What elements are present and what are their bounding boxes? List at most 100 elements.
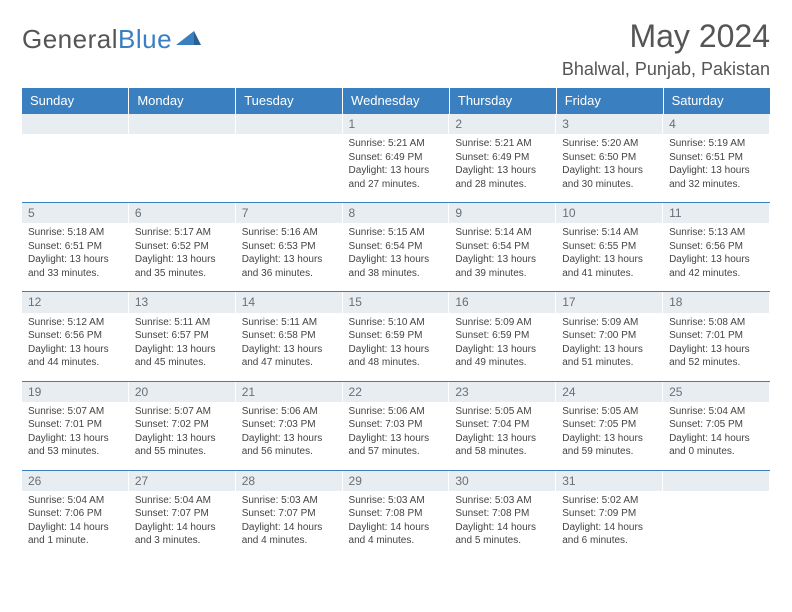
daylight-text: Daylight: 13 hours and 58 minutes. xyxy=(455,432,550,459)
calendar-cell: 22Sunrise: 5:06 AMSunset: 7:03 PMDayligh… xyxy=(343,381,450,470)
calendar-cell: 21Sunrise: 5:06 AMSunset: 7:03 PMDayligh… xyxy=(236,381,343,470)
day-number: 13 xyxy=(129,292,236,312)
day-number: 20 xyxy=(129,382,236,402)
day-body: Sunrise: 5:09 AMSunset: 7:00 PMDaylight:… xyxy=(556,313,663,381)
daylight-text: Daylight: 13 hours and 52 minutes. xyxy=(669,343,764,370)
sunset-text: Sunset: 6:57 PM xyxy=(135,329,230,343)
daylight-text: Daylight: 14 hours and 6 minutes. xyxy=(562,521,657,548)
day-number xyxy=(236,114,343,134)
day-body: Sunrise: 5:05 AMSunset: 7:05 PMDaylight:… xyxy=(556,402,663,470)
day-body: Sunrise: 5:18 AMSunset: 6:51 PMDaylight:… xyxy=(22,223,129,291)
calendar-cell: 10Sunrise: 5:14 AMSunset: 6:55 PMDayligh… xyxy=(556,203,663,292)
calendar-cell: 6Sunrise: 5:17 AMSunset: 6:52 PMDaylight… xyxy=(129,203,236,292)
sunset-text: Sunset: 6:51 PM xyxy=(669,151,764,165)
day-number: 9 xyxy=(449,203,556,223)
daylight-text: Daylight: 13 hours and 35 minutes. xyxy=(135,253,230,280)
calendar-cell: 14Sunrise: 5:11 AMSunset: 6:58 PMDayligh… xyxy=(236,292,343,381)
day-number: 23 xyxy=(449,382,556,402)
sunset-text: Sunset: 7:04 PM xyxy=(455,418,550,432)
weekday-friday: Friday xyxy=(556,88,663,114)
calendar-cell: 16Sunrise: 5:09 AMSunset: 6:59 PMDayligh… xyxy=(449,292,556,381)
day-body: Sunrise: 5:04 AMSunset: 7:05 PMDaylight:… xyxy=(663,402,770,470)
calendar-cell: 23Sunrise: 5:05 AMSunset: 7:04 PMDayligh… xyxy=(449,381,556,470)
daylight-text: Daylight: 13 hours and 32 minutes. xyxy=(669,164,764,191)
daylight-text: Daylight: 14 hours and 3 minutes. xyxy=(135,521,230,548)
daylight-text: Daylight: 14 hours and 4 minutes. xyxy=(242,521,337,548)
sunrise-text: Sunrise: 5:20 AM xyxy=(562,137,657,151)
sunset-text: Sunset: 6:56 PM xyxy=(28,329,123,343)
day-number: 29 xyxy=(343,471,450,491)
calendar-cell xyxy=(22,114,129,203)
sunrise-text: Sunrise: 5:11 AM xyxy=(242,316,337,330)
calendar-cell xyxy=(129,114,236,203)
calendar-cell: 13Sunrise: 5:11 AMSunset: 6:57 PMDayligh… xyxy=(129,292,236,381)
sunset-text: Sunset: 6:51 PM xyxy=(28,240,123,254)
sunset-text: Sunset: 7:02 PM xyxy=(135,418,230,432)
calendar-cell: 8Sunrise: 5:15 AMSunset: 6:54 PMDaylight… xyxy=(343,203,450,292)
day-number: 21 xyxy=(236,382,343,402)
day-body xyxy=(236,134,343,202)
day-number xyxy=(22,114,129,134)
day-body: Sunrise: 5:03 AMSunset: 7:08 PMDaylight:… xyxy=(449,491,556,559)
sunrise-text: Sunrise: 5:14 AM xyxy=(562,226,657,240)
daylight-text: Daylight: 13 hours and 48 minutes. xyxy=(349,343,444,370)
day-body: Sunrise: 5:06 AMSunset: 7:03 PMDaylight:… xyxy=(236,402,343,470)
sunset-text: Sunset: 7:08 PM xyxy=(455,507,550,521)
day-body: Sunrise: 5:21 AMSunset: 6:49 PMDaylight:… xyxy=(343,134,450,202)
sunset-text: Sunset: 6:54 PM xyxy=(349,240,444,254)
sunrise-text: Sunrise: 5:21 AM xyxy=(349,137,444,151)
calendar-cell: 20Sunrise: 5:07 AMSunset: 7:02 PMDayligh… xyxy=(129,381,236,470)
day-number: 22 xyxy=(343,382,450,402)
sunrise-text: Sunrise: 5:04 AM xyxy=(28,494,123,508)
sunset-text: Sunset: 7:07 PM xyxy=(135,507,230,521)
sunset-text: Sunset: 7:07 PM xyxy=(242,507,337,521)
calendar-cell: 4 Sunrise: 5:19 AMSunset: 6:51 PMDaylight… xyxy=(663,114,770,203)
day-number: 10 xyxy=(556,203,663,223)
sunset-text: Sunset: 7:03 PM xyxy=(349,418,444,432)
day-body: Sunrise: 5:16 AMSunset: 6:53 PMDaylight:… xyxy=(236,223,343,291)
sunrise-text: Sunrise: 5:08 AM xyxy=(669,316,764,330)
sunset-text: Sunset: 6:53 PM xyxy=(242,240,337,254)
daylight-text: Daylight: 13 hours and 49 minutes. xyxy=(455,343,550,370)
week-row: 19Sunrise: 5:07 AMSunset: 7:01 PMDayligh… xyxy=(22,381,770,470)
sunset-text: Sunset: 7:06 PM xyxy=(28,507,123,521)
daylight-text: Daylight: 13 hours and 39 minutes. xyxy=(455,253,550,280)
sunrise-text: Sunrise: 5:19 AM xyxy=(669,137,764,151)
calendar-cell: 17Sunrise: 5:09 AMSunset: 7:00 PMDayligh… xyxy=(556,292,663,381)
day-number: 27 xyxy=(129,471,236,491)
day-number: 4 xyxy=(663,114,770,134)
day-number: 28 xyxy=(236,471,343,491)
sunrise-text: Sunrise: 5:03 AM xyxy=(242,494,337,508)
weekday-thursday: Thursday xyxy=(449,88,556,114)
sunset-text: Sunset: 7:01 PM xyxy=(669,329,764,343)
sunrise-text: Sunrise: 5:05 AM xyxy=(562,405,657,419)
day-body: Sunrise: 5:07 AMSunset: 7:02 PMDaylight:… xyxy=(129,402,236,470)
sunrise-text: Sunrise: 5:15 AM xyxy=(349,226,444,240)
daylight-text: Daylight: 13 hours and 42 minutes. xyxy=(669,253,764,280)
calendar-cell: 3Sunrise: 5:20 AMSunset: 6:50 PMDaylight… xyxy=(556,114,663,203)
sunset-text: Sunset: 6:59 PM xyxy=(455,329,550,343)
daylight-text: Daylight: 14 hours and 5 minutes. xyxy=(455,521,550,548)
weekday-header-row: SundayMondayTuesdayWednesdayThursdayFrid… xyxy=(22,88,770,114)
day-number: 24 xyxy=(556,382,663,402)
logo-part2: Blue xyxy=(118,24,172,54)
sunrise-text: Sunrise: 5:10 AM xyxy=(349,316,444,330)
sunset-text: Sunset: 6:49 PM xyxy=(455,151,550,165)
calendar-cell: 18Sunrise: 5:08 AMSunset: 7:01 PMDayligh… xyxy=(663,292,770,381)
logo-part1: General xyxy=(22,24,118,54)
day-body: Sunrise: 5:06 AMSunset: 7:03 PMDaylight:… xyxy=(343,402,450,470)
sunrise-text: Sunrise: 5:02 AM xyxy=(562,494,657,508)
sunrise-text: Sunrise: 5:12 AM xyxy=(28,316,123,330)
daylight-text: Daylight: 13 hours and 44 minutes. xyxy=(28,343,123,370)
daylight-text: Daylight: 13 hours and 45 minutes. xyxy=(135,343,230,370)
daylight-text: Daylight: 13 hours and 30 minutes. xyxy=(562,164,657,191)
calendar-body: 1Sunrise: 5:21 AMSunset: 6:49 PMDaylight… xyxy=(22,114,770,559)
day-body: Sunrise: 5:21 AMSunset: 6:49 PMDaylight:… xyxy=(449,134,556,202)
weekday-sunday: Sunday xyxy=(22,88,129,114)
day-body: Sunrise: 5:10 AMSunset: 6:59 PMDaylight:… xyxy=(343,313,450,381)
daylight-text: Daylight: 13 hours and 28 minutes. xyxy=(455,164,550,191)
week-row: 12Sunrise: 5:12 AMSunset: 6:56 PMDayligh… xyxy=(22,292,770,381)
sunset-text: Sunset: 6:58 PM xyxy=(242,329,337,343)
day-body: Sunrise: 5:08 AMSunset: 7:01 PMDaylight:… xyxy=(663,313,770,381)
weekday-monday: Monday xyxy=(129,88,236,114)
